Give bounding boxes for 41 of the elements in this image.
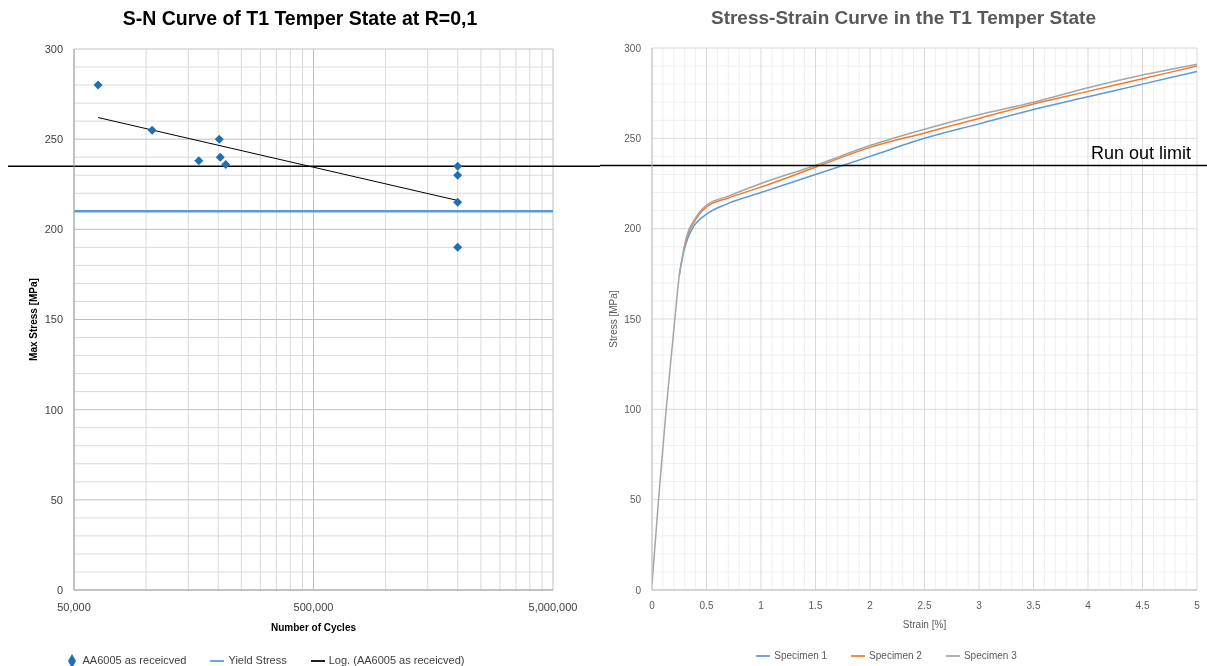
legend-label: Specimen 3	[963, 650, 1017, 661]
y-tick-label: 150	[44, 313, 63, 326]
y-tick-label: 0	[635, 584, 642, 596]
x-tick-label: 4.5	[1135, 600, 1150, 612]
legend-label: Yield Stress	[228, 654, 287, 666]
y-tick-label: 200	[624, 223, 642, 235]
x-tick-label: 50,000	[57, 600, 91, 613]
y-axis-title: Stress [MPa]	[607, 290, 619, 348]
legend-label: AA6005 as receicved	[82, 654, 187, 666]
chart-title: Stress-Strain Curve in the T1 Temper State	[709, 6, 1097, 30]
y-tick-label: 50	[50, 493, 63, 506]
x-tick-label: 2	[867, 600, 874, 612]
y-tick-label: 300	[44, 42, 63, 55]
x-axis-title: Number of Cycles	[270, 622, 357, 633]
x-tick-label: 2.5	[917, 600, 932, 612]
x-tick-label: 5,000,000	[528, 600, 578, 613]
legend-label: Log. (AA6005 as receicved)	[328, 654, 465, 666]
y-tick-label: 100	[624, 403, 642, 415]
x-tick-label: 3.5	[1026, 600, 1041, 612]
chart-title: S-N Curve of T1 Temper State at R=0,1	[121, 6, 479, 30]
y-tick-label: 0	[56, 583, 63, 596]
legend-label: Specimen 2	[869, 650, 922, 661]
y-tick-label: 200	[44, 223, 63, 236]
x-tick-label: 0	[649, 600, 656, 612]
x-tick-label: 3	[976, 600, 983, 612]
x-tick-label: 0.5	[699, 600, 714, 612]
y-tick-label: 250	[624, 132, 642, 144]
y-tick-label: 100	[44, 403, 63, 416]
x-tick-label: 5	[1194, 600, 1201, 612]
x-tick-label: 1	[758, 600, 765, 612]
x-tick-label: 4	[1085, 600, 1092, 612]
y-tick-label: 50	[629, 494, 642, 506]
x-axis-title: Strain [%]	[902, 619, 947, 630]
y-tick-label: 250	[44, 133, 63, 146]
y-axis-title: Max Stress [MPa]	[27, 278, 39, 361]
ref-line-label: Run out limit	[1090, 143, 1191, 164]
x-tick-label: 500,000	[293, 600, 334, 613]
y-tick-label: 300	[624, 42, 642, 54]
y-tick-label: 150	[624, 313, 642, 325]
legend-label: Specimen 1	[774, 650, 828, 661]
x-tick-label: 1.5	[808, 600, 823, 612]
